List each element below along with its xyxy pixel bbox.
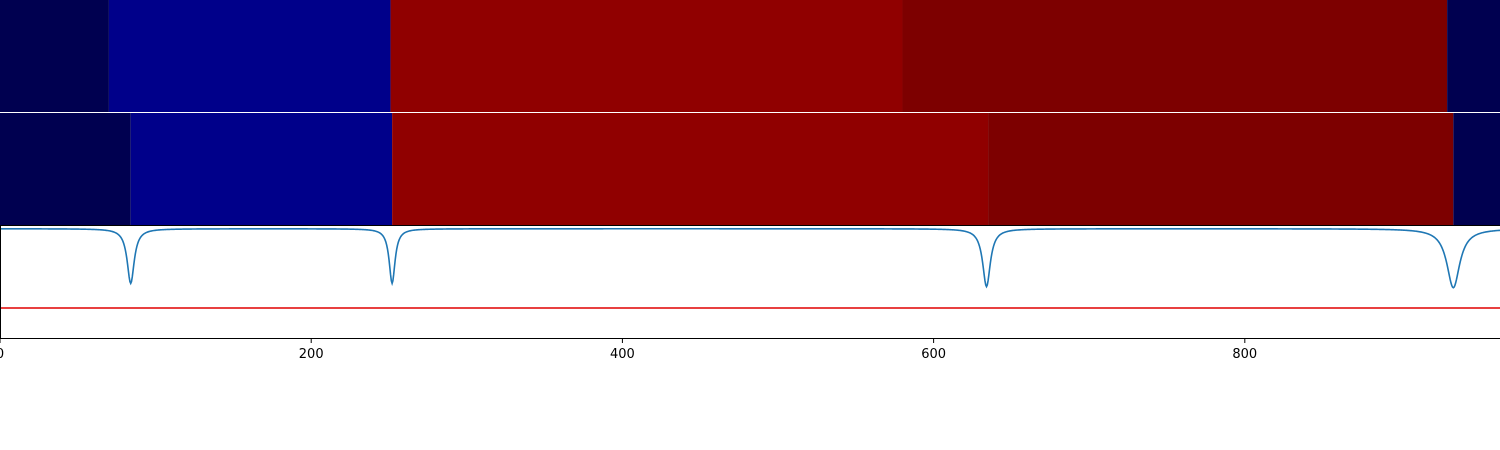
heatmap-segment-row2-5 [1453,113,1500,225]
x-axis: 0 200 400 600 800 [0,338,1500,362]
heatmap-segment-row1-2 [108,0,391,112]
x-tick-label-0: 0 [0,347,4,362]
x-tick-label-600: 600 [921,347,946,362]
heatmap-segment-row2-1 [0,113,131,225]
x-tick-label-200: 200 [299,347,324,362]
heatmap-segment-row1-1 [0,0,109,112]
heatmap-segment-row2-2 [130,113,393,225]
heatmap-rows [0,0,1500,226]
x-tick-label-400: 400 [610,347,635,362]
heatmap-segment-row2-3 [392,113,989,225]
heatmap-segment-row2-4 [988,113,1454,225]
heatmap-segment-row1-4 [902,0,1448,112]
heatmap-segment-row1-5 [1447,0,1500,112]
heatmap-segment-row1-3 [390,0,903,112]
signal-panel [0,226,1500,338]
signal-trace [0,227,1500,289]
x-tick-label-800: 800 [1232,347,1257,362]
